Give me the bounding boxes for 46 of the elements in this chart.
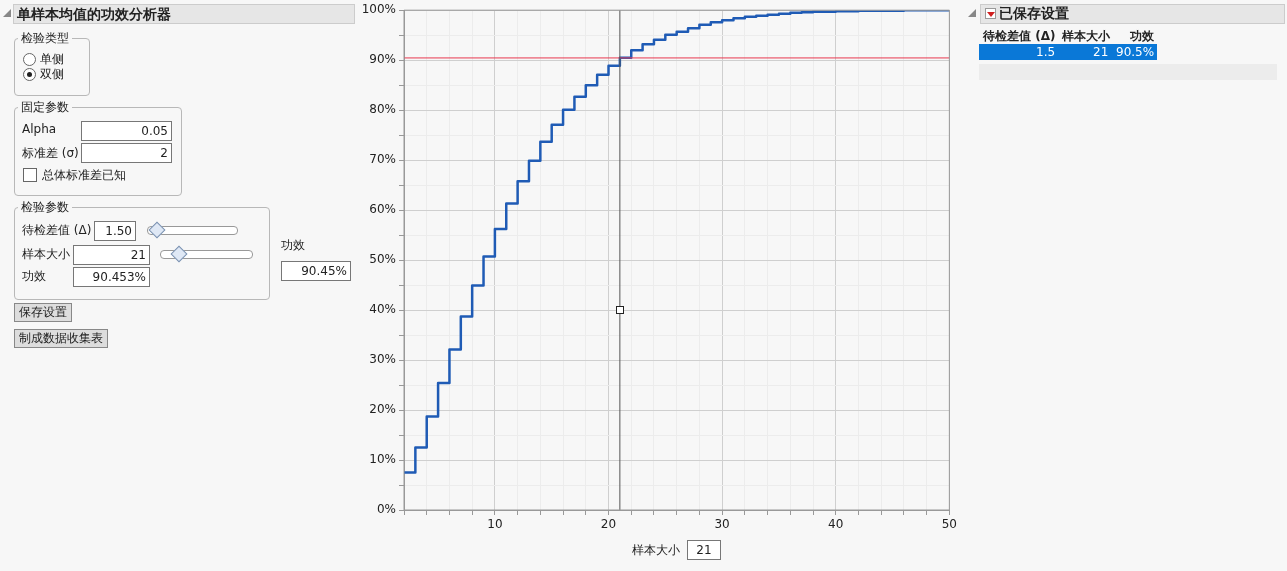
text: 21	[73, 245, 150, 265]
x-tick-label: 50	[941, 517, 958, 532]
text: 1.5	[1036, 45, 1056, 59]
text: Alpha	[22, 122, 57, 136]
text: 双侧	[40, 66, 64, 83]
text: 检验类型	[18, 31, 72, 45]
text: 2	[81, 143, 172, 163]
y-tick-label: 80%	[369, 102, 396, 117]
text: 保存设置	[14, 303, 72, 322]
text: 21	[687, 540, 721, 560]
text: 已保存设置	[999, 5, 1069, 23]
x-tick-label: 40	[828, 517, 844, 532]
text: 检验参数	[18, 200, 72, 214]
y-tick-label: 70%	[369, 152, 396, 167]
text: 单样本均值的功效分析器	[13, 4, 355, 24]
y-tick-label: 20%	[369, 402, 396, 417]
text: 制成数据收集表	[14, 329, 108, 348]
text: 90.453%	[73, 267, 150, 287]
y-tick-label: 90%	[369, 52, 396, 67]
y-tick-label: 100%	[361, 2, 396, 17]
y-tick-label: 60%	[369, 202, 396, 217]
text: 样本大小	[1062, 28, 1110, 45]
x-tick-label: 20	[600, 517, 617, 532]
x-axis-title: 样本大小	[632, 542, 680, 559]
text: 待检差值 (Δ)	[22, 222, 92, 239]
text: 单侧	[40, 51, 64, 68]
y-tick-label: 50%	[369, 252, 396, 267]
text: 90.45%	[281, 261, 351, 281]
text: 功效	[1130, 28, 1154, 45]
x-tick-label: 10	[487, 517, 503, 532]
text: 1.50	[94, 221, 136, 241]
text: 功效	[281, 237, 305, 254]
y-tick-label: 30%	[369, 352, 396, 367]
y-tick-label: 10%	[369, 452, 396, 467]
text: 90.5%	[1116, 45, 1155, 59]
text: 固定参数	[18, 100, 72, 114]
y-tick-label: 40%	[369, 302, 396, 317]
text: 总体标准差已知	[42, 167, 126, 184]
text: 样本大小	[22, 246, 70, 263]
x-tick-label: 30	[714, 517, 730, 532]
text: 0.05	[81, 121, 172, 141]
text: 待检差值 (Δ)	[983, 28, 1056, 45]
y-tick-label: 0%	[376, 502, 396, 517]
text: 功效	[22, 268, 46, 285]
text: 标准差 (σ)	[22, 145, 79, 162]
text: 21	[1093, 45, 1109, 59]
